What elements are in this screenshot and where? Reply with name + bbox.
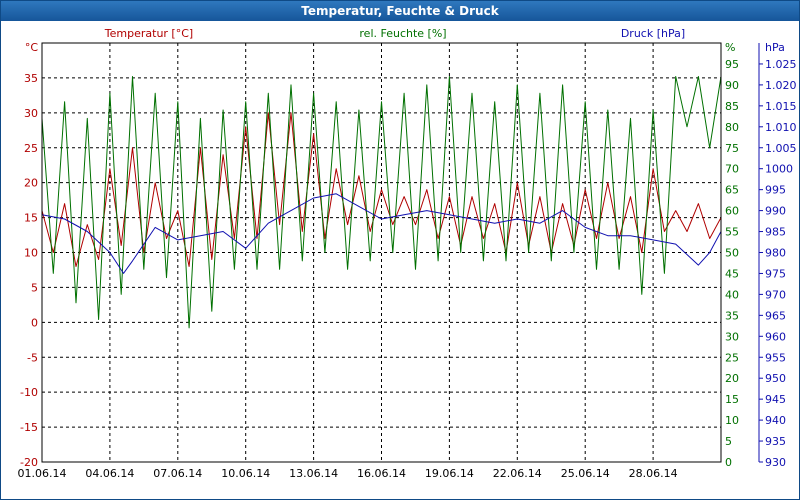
x-tick-label: 16.06.14 — [357, 467, 406, 480]
pressure-tick-label: 1.005 — [765, 142, 797, 155]
pressure-axis-label: Druck [hPa] — [621, 27, 685, 40]
x-tick-label: 19.06.14 — [425, 467, 474, 480]
humidity-series-line — [42, 76, 721, 329]
humidity-tick-label: 90 — [725, 79, 739, 92]
humidity-tick-label: 25 — [725, 351, 739, 364]
humidity-tick-label: 50 — [725, 247, 739, 260]
temperature-tick-label: -20 — [20, 456, 38, 469]
humidity-tick-label: 75 — [725, 142, 739, 155]
humidity-tick-label: 5 — [725, 435, 732, 448]
temperature-tick-label: 30 — [24, 107, 38, 120]
temperature-series-line — [42, 112, 721, 267]
pressure-tick-label: 1.020 — [765, 79, 797, 92]
temperature-tick-label: -5 — [27, 351, 38, 364]
pressure-tick-label: 945 — [765, 393, 786, 406]
humidity-tick-label: 45 — [725, 267, 739, 280]
humidity-tick-label: 70 — [725, 163, 739, 176]
humidity-tick-label: 65 — [725, 184, 739, 197]
humidity-tick-label: 95 — [725, 58, 739, 71]
pressure-tick-label: 980 — [765, 247, 786, 260]
humidity-tick-label: 35 — [725, 309, 739, 322]
pressure-tick-label: 1.025 — [765, 58, 797, 71]
humidity-tick-label: 60 — [725, 205, 739, 218]
temperature-tick-label: -15 — [20, 421, 38, 434]
window-title: Temperatur, Feuchte & Druck — [1, 1, 799, 21]
pressure-tick-label: 1.010 — [765, 121, 797, 134]
chart-svg: 01.06.14 04.06.14 07.06.14 10.06.14 13.06.14… — [18, 27, 797, 480]
humidity-tick-label: 40 — [725, 288, 739, 301]
x-tick-label: 13.06.14 — [289, 467, 338, 480]
pressure-tick-label: 965 — [765, 309, 786, 322]
pressure-tick-label: 960 — [765, 330, 786, 343]
pressure-tick-label: 940 — [765, 414, 786, 427]
x-tick-label: 25.06.14 — [561, 467, 610, 480]
temperature-tick-label: 20 — [24, 177, 38, 190]
pressure-tick-label: 985 — [765, 226, 786, 239]
humidity-tick-label: 10 — [725, 414, 739, 427]
temperature-tick-label: 25 — [24, 142, 38, 155]
pressure-tick-label: 970 — [765, 288, 786, 301]
temperature-tick-label: 5 — [31, 281, 38, 294]
pressure-tick-label: 1000 — [765, 163, 793, 176]
plot-frame — [41, 42, 722, 463]
humidity-tick-label: 30 — [725, 330, 739, 343]
humidity-tick-label: 85 — [725, 100, 739, 113]
temperature-tick-label: 10 — [24, 247, 38, 260]
temperature-tick-label: 15 — [24, 212, 38, 225]
humidity-axis-label: rel. Feuchte [%] — [359, 27, 446, 40]
temperature-axis-label: Temperatur [°C] — [104, 27, 193, 40]
pressure-tick-label: 995 — [765, 184, 786, 197]
temperature-tick-label: 0 — [31, 316, 38, 329]
humidity-tick-label: 15 — [725, 393, 739, 406]
x-tick-label: 04.06.14 — [85, 467, 134, 480]
x-tick-label: 01.06.14 — [18, 467, 67, 480]
pressure-tick-label: 1.015 — [765, 100, 797, 113]
pressure-tick-label: 975 — [765, 267, 786, 280]
temperature-tick-label: 35 — [24, 72, 38, 85]
pressure-tick-label: 955 — [765, 351, 786, 364]
pressure-tick-label: 930 — [765, 456, 786, 469]
humidity-tick-label: 20 — [725, 372, 739, 385]
pressure-tick-label: 950 — [765, 372, 786, 385]
humidity-tick-label: 80 — [725, 121, 739, 134]
temperature-unit: °C — [25, 41, 39, 54]
humidity-tick-label: 55 — [725, 226, 739, 239]
humidity-tick-label: 0 — [725, 456, 732, 469]
axes: 01.06.14 04.06.14 07.06.14 10.06.14 13.06.14… — [18, 42, 797, 480]
pressure-unit: hPa — [765, 41, 785, 54]
pressure-tick-label: 935 — [765, 435, 786, 448]
humidity-unit: % — [725, 41, 735, 54]
pressure-tick-label: 990 — [765, 205, 786, 218]
temperature-tick-label: -10 — [20, 386, 38, 399]
series-group — [42, 76, 721, 329]
pressure-series-line — [42, 193, 721, 274]
x-tick-label: 07.06.14 — [153, 467, 202, 480]
x-tick-label: 22.06.14 — [493, 467, 542, 480]
x-tick-label: 28.06.14 — [629, 467, 678, 480]
x-tick-label: 10.06.14 — [221, 467, 270, 480]
